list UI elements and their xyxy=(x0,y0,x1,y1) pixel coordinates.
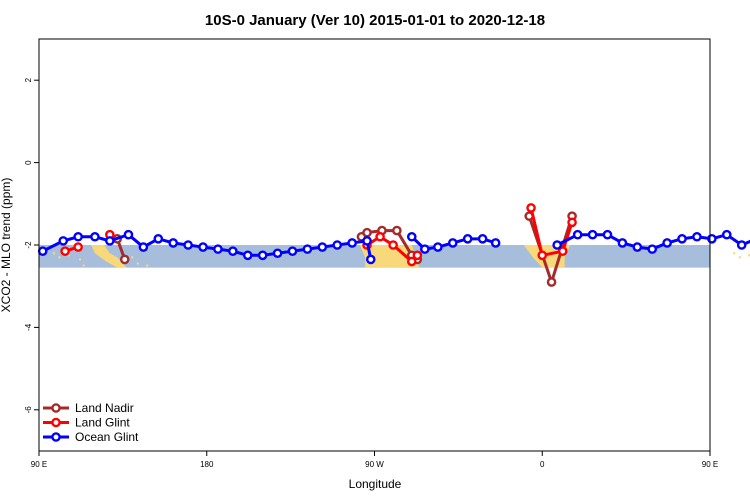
y-tick-label: -2 xyxy=(24,241,33,249)
island-dot xyxy=(82,264,85,267)
island-dot xyxy=(52,252,56,255)
data-point xyxy=(647,244,658,254)
island-dot xyxy=(78,258,82,261)
chart-title: 10S-0 January (Ver 10) 2015-01-01 to 202… xyxy=(205,12,545,29)
data-point xyxy=(388,240,398,250)
y-tick-label: 0 xyxy=(24,160,33,165)
island-dot xyxy=(733,252,736,255)
data-point xyxy=(462,234,473,244)
data-point xyxy=(365,254,376,265)
data-point xyxy=(721,229,732,240)
data-point xyxy=(347,238,357,248)
data-point xyxy=(707,234,717,244)
data-point xyxy=(662,238,672,248)
data-point xyxy=(37,246,48,256)
x-tick-label: 180 xyxy=(200,460,214,469)
data-point xyxy=(119,254,130,265)
data-point xyxy=(567,217,577,228)
data-point xyxy=(198,242,208,252)
data-point xyxy=(617,238,628,248)
x-axis-label: Longitude xyxy=(349,477,402,491)
data-point xyxy=(138,242,149,252)
data-point xyxy=(123,229,134,240)
data-point xyxy=(526,203,536,213)
island-dot xyxy=(130,256,134,259)
island-dot xyxy=(747,254,750,257)
data-point xyxy=(73,231,83,242)
series-layer xyxy=(37,203,750,287)
island-dot xyxy=(58,256,61,259)
data-point xyxy=(420,244,430,254)
data-point xyxy=(392,225,402,236)
data-point xyxy=(677,234,687,244)
legend-marker xyxy=(51,403,61,413)
island-dot xyxy=(136,262,139,265)
data-point xyxy=(632,242,643,252)
data-point xyxy=(546,277,557,287)
legend-item-ocean-glint: Ocean Glint xyxy=(43,430,139,444)
data-point xyxy=(105,236,115,246)
data-point xyxy=(332,240,343,250)
y-axis-label: XCO2 - MLO trend (ppm) xyxy=(0,178,13,313)
data-point xyxy=(362,227,372,238)
data-point xyxy=(433,242,443,252)
data-point xyxy=(736,240,747,250)
data-point xyxy=(242,250,253,261)
y-axis: 2 0 -2 -4 -6 xyxy=(24,77,39,413)
data-point xyxy=(317,242,328,252)
data-point xyxy=(477,234,488,244)
data-point xyxy=(412,250,423,261)
x-tick-label: 0 xyxy=(540,460,545,469)
data-point xyxy=(60,246,70,256)
island-dot xyxy=(145,264,149,267)
data-point xyxy=(287,246,298,256)
series-line xyxy=(529,207,574,257)
legend-marker xyxy=(51,432,61,442)
series-ocean-glint xyxy=(37,229,750,265)
data-point xyxy=(406,231,417,242)
data-point xyxy=(257,250,268,261)
data-point xyxy=(362,236,372,246)
island-dot xyxy=(738,256,742,259)
data-point xyxy=(490,238,501,248)
data-point xyxy=(552,240,562,250)
data-point xyxy=(228,246,238,256)
data-point xyxy=(90,231,100,242)
y-tick-label: 2 xyxy=(24,77,33,82)
y-tick-label: -4 xyxy=(24,323,33,331)
data-point xyxy=(213,244,223,254)
legend-marker xyxy=(51,417,61,428)
data-point xyxy=(447,238,458,248)
legend-label: Land Glint xyxy=(75,416,130,430)
x-tick-label: 90 E xyxy=(702,460,718,469)
data-point xyxy=(587,229,598,240)
legend-item-land-glint: Land Glint xyxy=(43,416,130,430)
x-tick-label: 90 W xyxy=(365,460,384,469)
data-point xyxy=(168,238,178,248)
series-land-glint xyxy=(60,203,750,267)
data-point xyxy=(602,229,613,240)
y-tick-label: -6 xyxy=(24,406,33,414)
data-point xyxy=(406,256,417,267)
data-point xyxy=(302,244,313,254)
land-shape xyxy=(91,245,127,268)
data-point xyxy=(153,234,164,244)
data-point xyxy=(557,246,568,256)
data-point xyxy=(692,231,702,242)
data-point xyxy=(183,240,193,250)
x-tick-label: 90 E xyxy=(31,460,47,469)
data-point xyxy=(375,231,385,242)
legend-label: Land Nadir xyxy=(75,401,134,415)
legend-item-land-nadir: Land Nadir xyxy=(43,401,134,415)
data-point xyxy=(272,248,283,259)
data-point xyxy=(73,242,83,252)
data-point xyxy=(537,250,548,261)
data-point xyxy=(58,236,69,246)
data-point xyxy=(572,229,583,240)
legend-label: Ocean Glint xyxy=(75,430,139,444)
x-axis: 90 E 180 90 W 0 90 E xyxy=(31,451,718,469)
